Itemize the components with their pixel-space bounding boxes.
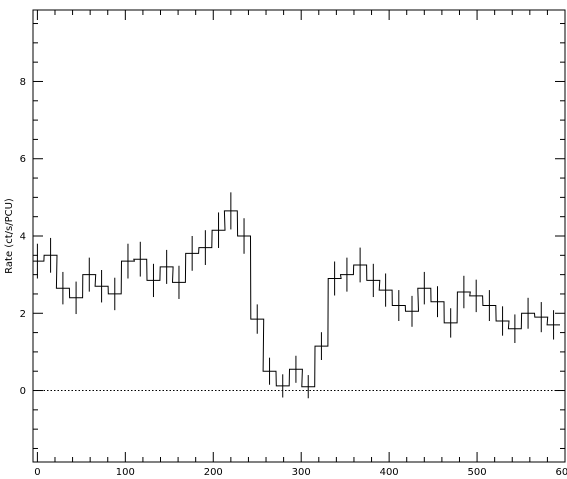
plot-frame [32,9,566,463]
x-tick-label: 0 [34,467,40,478]
error-bars [36,192,555,399]
y-tick-label: 6 [20,154,26,165]
y-axis-label: Rate (ct/s/PCU) [4,198,15,274]
x-tick-label: 200 [204,467,223,478]
x-tick-label: 100 [116,467,135,478]
y-tick-label: 2 [20,309,26,320]
x-tick-label: 500 [468,467,487,478]
y-tick-label: 0 [20,386,26,397]
y-tick-labels: 0 2 4 6 8 [20,77,26,397]
x-tick-labels: 0 100 200 300 400 500 600 [34,467,567,478]
rate-step-line [33,210,560,388]
x-tick-label: 300 [292,467,311,478]
x-tick-label: 400 [380,467,399,478]
y-tick-label: 8 [20,77,26,88]
x-tick-label: 600 [555,467,567,478]
axis-ticks [33,10,566,462]
y-tick-label: 4 [20,232,26,243]
